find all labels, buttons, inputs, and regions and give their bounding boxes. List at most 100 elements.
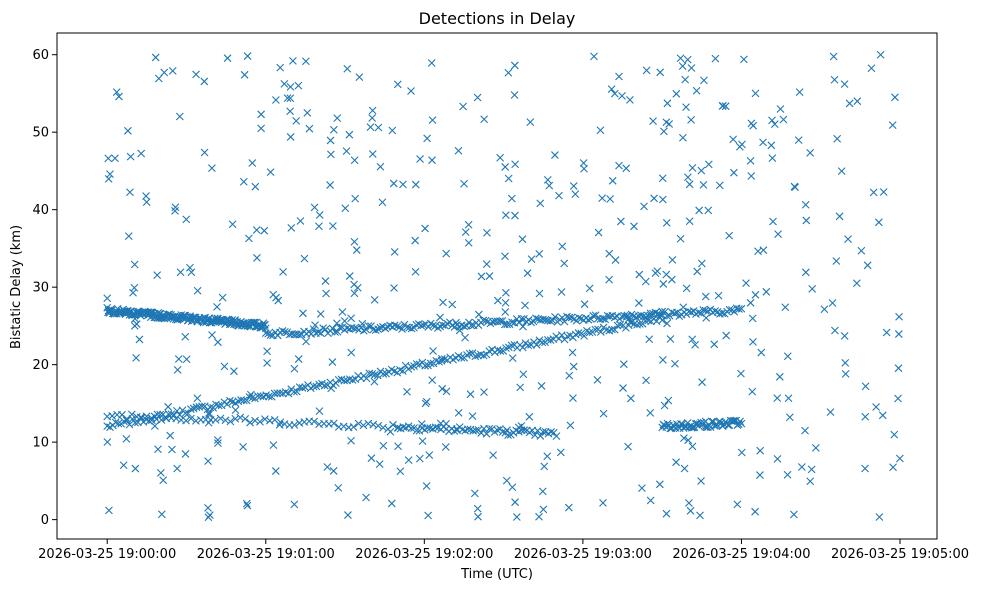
data-point	[853, 97, 862, 106]
data-point	[891, 93, 899, 102]
data-point	[701, 417, 710, 426]
data-point	[663, 99, 672, 108]
data-point	[634, 299, 643, 307]
data-point	[468, 412, 477, 421]
data-point	[373, 371, 382, 380]
data-point	[524, 341, 533, 350]
data-point	[738, 140, 746, 149]
data-point	[266, 168, 275, 177]
data-point	[231, 414, 240, 423]
data-point	[126, 188, 134, 197]
data-point	[389, 420, 397, 429]
data-point	[835, 212, 844, 221]
x-tick-label: 2026-03-25 19:05:00	[831, 547, 969, 562]
data-point	[611, 256, 620, 264]
data-point	[362, 493, 370, 502]
data-point	[806, 148, 815, 157]
data-point	[171, 207, 179, 215]
data-point	[547, 428, 555, 436]
data-point	[739, 55, 748, 64]
data-point	[459, 102, 468, 111]
data-point	[465, 349, 474, 358]
data-point	[424, 511, 433, 520]
data-point	[411, 236, 420, 245]
data-point	[889, 463, 897, 472]
data-point	[415, 454, 424, 463]
data-point	[662, 218, 671, 227]
data-point	[833, 134, 842, 143]
data-point	[826, 408, 835, 416]
data-point	[664, 396, 673, 405]
data-point	[322, 289, 330, 298]
data-point	[271, 96, 280, 104]
data-point	[882, 328, 891, 337]
data-point	[551, 312, 559, 321]
data-point	[118, 410, 126, 419]
data-point	[362, 325, 371, 334]
data-point	[692, 86, 701, 95]
data-point	[103, 438, 112, 446]
data-point	[245, 234, 253, 243]
data-point	[556, 448, 565, 457]
data-point	[637, 311, 645, 320]
data-point	[651, 269, 660, 278]
data-point	[343, 64, 352, 73]
data-point	[283, 94, 292, 103]
data-point	[640, 202, 648, 211]
data-point	[452, 318, 460, 327]
data-point	[737, 419, 746, 428]
data-point	[659, 127, 668, 136]
data-point	[329, 467, 338, 475]
data-point	[294, 355, 303, 363]
data-point	[295, 330, 304, 339]
data-point	[276, 418, 285, 427]
data-point	[480, 115, 489, 124]
y-tick-label: 50	[32, 126, 49, 141]
data-point	[411, 267, 420, 276]
data-point	[585, 328, 594, 337]
data-point	[284, 389, 293, 398]
data-point	[574, 329, 583, 337]
data-point	[686, 506, 695, 515]
data-point	[529, 317, 538, 326]
data-point	[464, 238, 473, 247]
data-point	[646, 309, 655, 318]
data-point	[655, 480, 664, 489]
data-point	[242, 499, 251, 508]
data-point	[642, 376, 650, 385]
data-point	[584, 315, 593, 324]
x-tick-label: 2026-03-25 19:01:00	[197, 547, 335, 562]
data-point	[228, 220, 237, 229]
data-point	[685, 217, 694, 226]
data-point	[340, 317, 349, 325]
data-point	[315, 407, 324, 415]
data-point	[511, 160, 520, 169]
data-point	[271, 467, 280, 475]
data-point	[276, 63, 285, 72]
data-point	[811, 444, 820, 452]
data-point	[548, 316, 557, 325]
data-point	[729, 135, 738, 144]
data-point	[301, 57, 310, 66]
data-point	[519, 322, 527, 331]
data-point	[221, 416, 230, 425]
data-point	[310, 417, 319, 426]
data-point	[482, 260, 491, 269]
data-point	[171, 203, 180, 212]
data-point	[314, 328, 323, 336]
data-point	[735, 305, 743, 313]
data-point	[379, 441, 388, 450]
data-point	[767, 141, 776, 150]
data-point	[220, 362, 229, 371]
data-point	[725, 305, 734, 314]
data-point	[114, 419, 123, 428]
data-point	[730, 307, 739, 316]
data-point	[142, 412, 151, 421]
data-point	[801, 426, 809, 435]
y-tick-label: 0	[41, 513, 49, 528]
data-point	[510, 91, 519, 99]
x-tick-label: 2026-03-25 19:03:00	[514, 547, 652, 562]
data-point	[132, 353, 141, 362]
data-point	[681, 75, 690, 84]
data-point	[168, 66, 177, 75]
